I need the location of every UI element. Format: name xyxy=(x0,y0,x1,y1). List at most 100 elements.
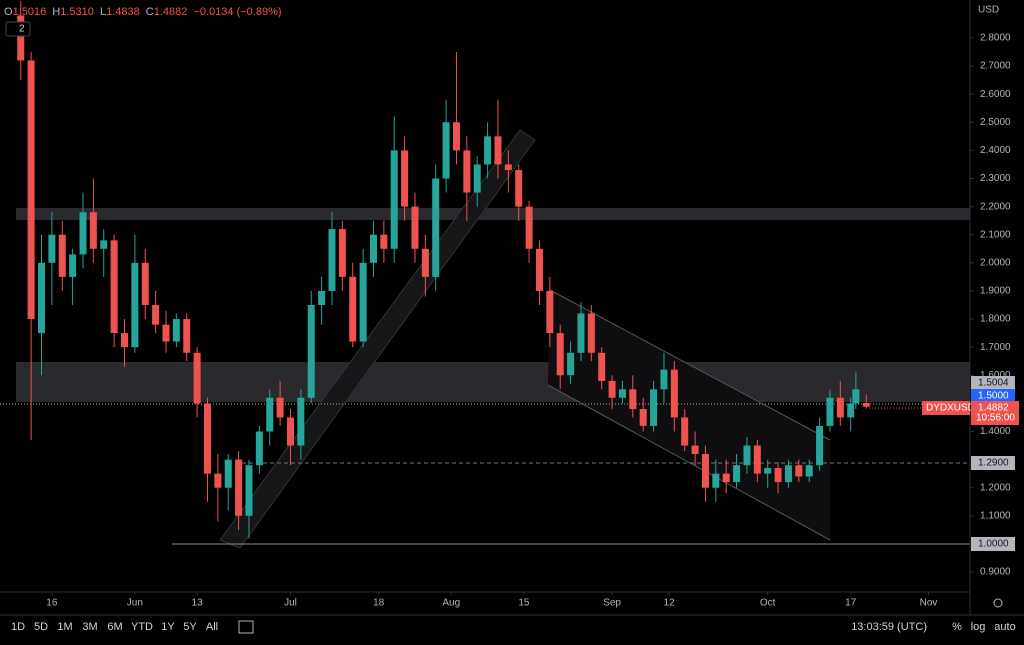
candle-body xyxy=(141,262,149,305)
candle-body xyxy=(774,468,782,483)
range-button[interactable]: 5Y xyxy=(183,621,197,633)
y-tick-label: 1.7000 xyxy=(980,342,1011,353)
candle-body xyxy=(131,262,139,348)
ohlc-value: 1.4882 xyxy=(154,6,188,18)
candle-body xyxy=(100,240,108,249)
ohlc-value: 1.5310 xyxy=(60,6,94,18)
candle-body xyxy=(515,170,523,207)
ohlc-key: C xyxy=(146,6,154,18)
price-labels: 1.5004 1.5000 DYDXUSD 1.4882 10:56:00 1.… xyxy=(922,376,1019,551)
scale-option[interactable]: log xyxy=(971,621,986,633)
candle-body xyxy=(183,319,191,353)
candle-body xyxy=(733,465,741,483)
range-button[interactable]: 5D xyxy=(34,621,48,633)
calendar-icon[interactable] xyxy=(238,620,254,634)
candle-body xyxy=(784,465,792,483)
candle-body xyxy=(266,397,274,432)
candle-body xyxy=(338,229,346,277)
y-tick-label: 2.3000 xyxy=(980,173,1011,184)
candles xyxy=(17,1,870,539)
candle-body xyxy=(722,473,730,483)
price-label: 1.2900 xyxy=(978,458,1009,469)
candle-body xyxy=(567,352,575,376)
candle-body xyxy=(359,262,367,342)
y-tick-label: 1.6000 xyxy=(980,370,1011,381)
candle-body xyxy=(442,122,450,179)
candle-body xyxy=(152,304,160,325)
candle-body xyxy=(494,136,502,165)
x-tick-label: Jul xyxy=(284,598,297,609)
y-tick-label: 1.1000 xyxy=(980,510,1011,521)
range-button[interactable]: 1Y xyxy=(161,621,175,633)
label-box xyxy=(971,389,1015,402)
symbol-label: DYDXUSD xyxy=(926,403,975,414)
candle-body xyxy=(556,333,564,376)
candle-body xyxy=(193,352,201,404)
y-tick-label: 1.9000 xyxy=(980,286,1011,297)
candle-body xyxy=(701,453,709,488)
range-button[interactable]: 1M xyxy=(57,621,72,633)
y-tick-label: 1.8000 xyxy=(980,314,1011,325)
range-button[interactable]: All xyxy=(206,621,218,633)
label-box xyxy=(971,537,1015,551)
price-label: 1.5000 xyxy=(978,391,1009,402)
x-tick-label: Sep xyxy=(603,598,621,609)
candle-body xyxy=(120,333,128,348)
candle-body xyxy=(862,402,870,407)
candle-body xyxy=(629,389,637,410)
candle-body xyxy=(276,397,284,418)
y-tick-label: 2.8000 xyxy=(980,33,1011,44)
ohlc-key: L xyxy=(100,6,106,18)
candle-body xyxy=(795,465,803,477)
ohlc-key: H xyxy=(52,6,60,18)
candle-body xyxy=(421,248,429,277)
last-price: 1.4882 xyxy=(978,403,1009,414)
candle-body xyxy=(48,234,56,263)
candle-body xyxy=(484,136,492,165)
candle-body xyxy=(432,178,440,277)
support-zone xyxy=(16,362,970,402)
candle-body xyxy=(401,150,409,207)
candle-body xyxy=(577,313,585,353)
clock: 13:03:59 (UTC) xyxy=(851,621,927,633)
channel-line xyxy=(549,289,831,441)
candle-body xyxy=(639,409,647,426)
candle-body xyxy=(452,122,460,151)
scale-option[interactable]: % xyxy=(952,621,962,633)
settings-icon[interactable] xyxy=(993,598,1003,608)
x-tick-label: Nov xyxy=(920,598,938,609)
indicator-badge[interactable] xyxy=(5,21,31,37)
y-tick-label: 2.4000 xyxy=(980,145,1011,156)
label-box xyxy=(922,401,970,415)
range-button[interactable]: 1D xyxy=(11,621,25,633)
candle-body xyxy=(473,164,481,193)
candle-body xyxy=(681,417,689,446)
y-tick-label: 0.9000 xyxy=(980,567,1011,578)
ohlc-legend: O1.5016 H1.5310 L1.4838 C1.4882 −0.0134 … xyxy=(4,6,282,37)
candle-body xyxy=(847,403,855,418)
candle-body xyxy=(587,313,595,353)
candle-body xyxy=(79,212,87,255)
range-button[interactable]: 6M xyxy=(107,621,122,633)
candle-body xyxy=(712,473,720,488)
label-box xyxy=(971,376,1015,389)
x-tick-label: 17 xyxy=(845,598,857,609)
candle-body xyxy=(852,389,860,404)
y-tick-label: 2.5000 xyxy=(980,117,1011,128)
candle-body xyxy=(17,15,25,61)
ohlc-key: O xyxy=(4,6,13,18)
candle-body xyxy=(836,397,844,418)
currency[interactable]: USD xyxy=(978,5,999,16)
price-axis: USD 0.9000 1.1000 1.2000 1.4000 1.6000 1.7000… xyxy=(970,5,1011,578)
y-tick-label: 2.0000 xyxy=(980,257,1011,268)
candle-body xyxy=(37,262,45,334)
badge-count[interactable]: 2 xyxy=(19,24,25,35)
candle-body xyxy=(307,304,315,398)
candle-body xyxy=(203,403,211,474)
candle-body xyxy=(816,425,824,466)
range-button[interactable]: YTD xyxy=(131,621,153,633)
range-button[interactable]: 3M xyxy=(82,621,97,633)
x-tick-label: 18 xyxy=(373,598,385,609)
scale-option[interactable]: auto xyxy=(994,621,1015,633)
